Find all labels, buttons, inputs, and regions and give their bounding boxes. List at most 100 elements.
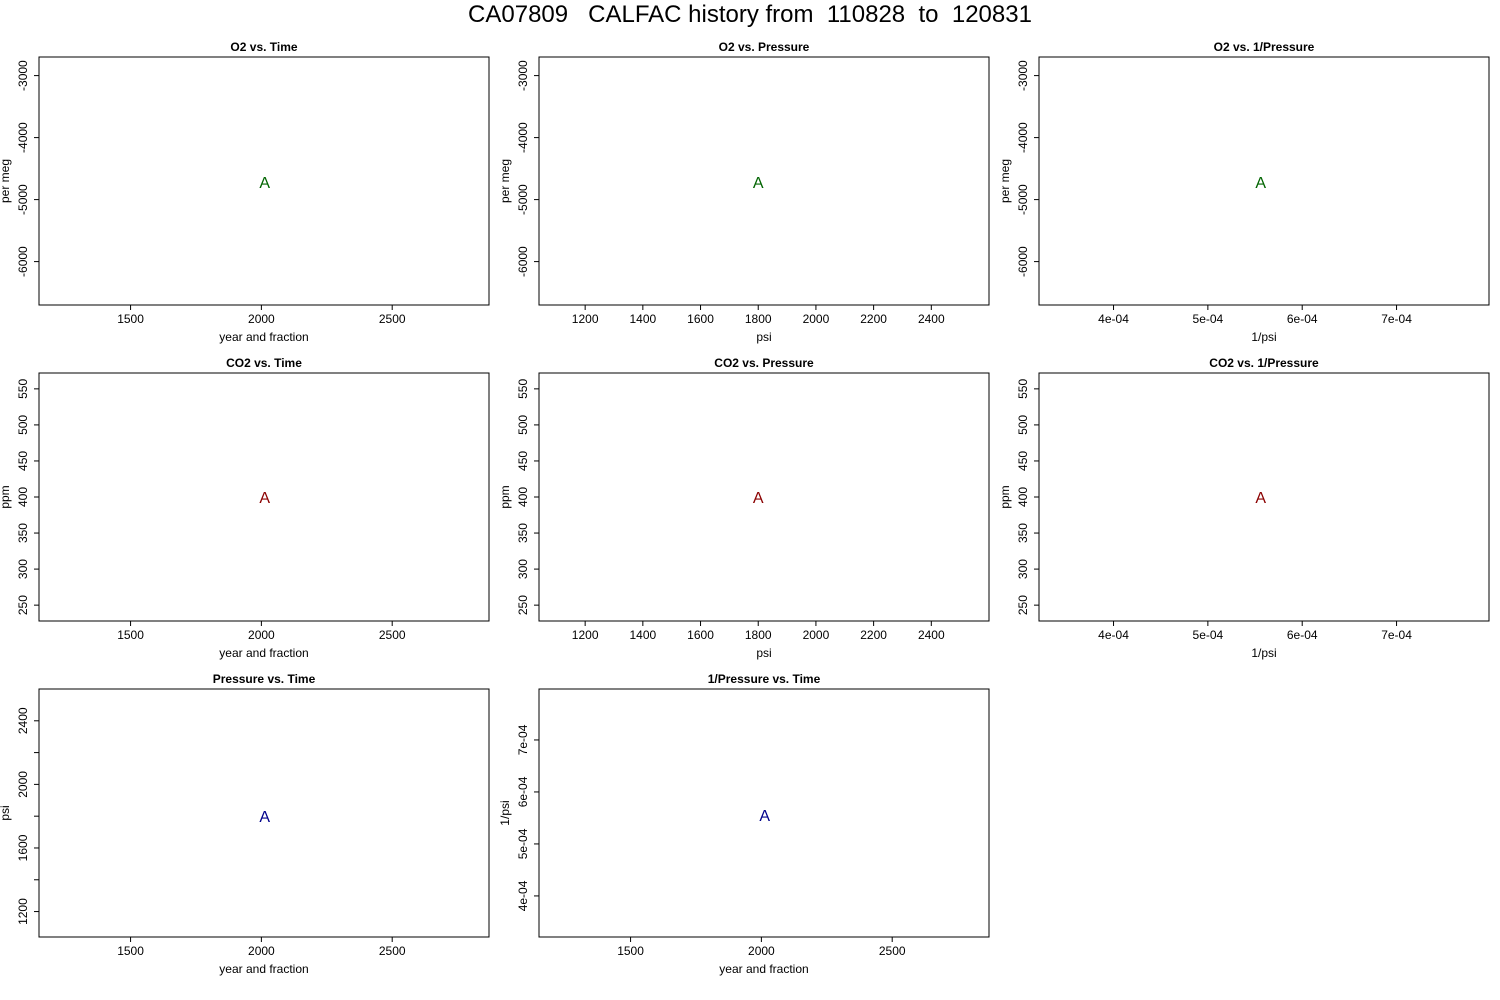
x-tick-label: 1600: [687, 628, 714, 642]
y-tick-label: -6000: [16, 246, 30, 277]
y-tick-label: 550: [16, 379, 30, 399]
y-tick-label: 500: [1016, 415, 1030, 435]
chart-title: O2 vs. Time: [230, 40, 297, 54]
x-tick-label: 2400: [918, 312, 945, 326]
y-tick-label: 350: [1016, 523, 1030, 543]
y-tick-label: 300: [1016, 559, 1030, 579]
x-tick-label: 2000: [248, 944, 275, 958]
y-tick-label: -5000: [16, 184, 30, 215]
x-tick-label: 2200: [860, 312, 887, 326]
x-tick-label: 1400: [629, 312, 656, 326]
y-tick-label: 4e-04: [516, 880, 530, 911]
x-tick-label: 7e-04: [1381, 628, 1412, 642]
chart-co2-vs-pressure: CO2 vs. Pressure 1200 1400 1600 1800 2000 2200…: [498, 356, 990, 660]
y-tick-label: -4000: [516, 122, 530, 153]
x-tick-label: 2500: [379, 944, 406, 958]
y-tick-label: 450: [516, 451, 530, 471]
chart-1-pressure-vs-time: 1/Pressure vs. Time 1500 2000 2500 year and …: [498, 672, 990, 976]
x-tick-label: 2000: [803, 628, 830, 642]
y-axis-label: per meg: [0, 159, 12, 203]
x-tick-label: 2500: [379, 312, 406, 326]
y-tick-label: 550: [516, 379, 530, 399]
y-axis-label: 1/psi: [498, 800, 512, 825]
chart-title: CO2 vs. Pressure: [714, 356, 814, 370]
x-tick-label: 6e-04: [1287, 312, 1318, 326]
x-tick-label: 1200: [572, 312, 599, 326]
x-tick-label: 1500: [117, 312, 144, 326]
y-tick-label: 2000: [16, 771, 30, 798]
y-tick-label: 400: [16, 487, 30, 507]
chart-title: CO2 vs. Time: [226, 356, 302, 370]
data-point: A: [1255, 175, 1266, 192]
x-axis-label: psi: [756, 646, 771, 660]
x-axis-label: 1/psi: [1251, 330, 1276, 344]
plot-frame: [38, 56, 490, 306]
x-tick-label: 2000: [803, 312, 830, 326]
y-tick-label: 350: [516, 523, 530, 543]
data-point: A: [259, 809, 270, 826]
plot-frame: [538, 688, 990, 938]
y-tick-label: 450: [16, 451, 30, 471]
x-tick-label: 2400: [918, 628, 945, 642]
x-tick-label: 1500: [117, 944, 144, 958]
y-tick-label: -4000: [1016, 122, 1030, 153]
y-tick-label: -5000: [516, 184, 530, 215]
plot-frame: [538, 56, 990, 306]
y-tick-label: 450: [1016, 451, 1030, 471]
y-tick-label: -6000: [516, 246, 530, 277]
x-tick-label: 1500: [617, 944, 644, 958]
x-tick-label: 4e-04: [1098, 312, 1129, 326]
y-tick-label: 1200: [16, 898, 30, 925]
y-tick-label: -3000: [516, 60, 530, 91]
y-tick-label: -4000: [16, 122, 30, 153]
y-axis-label: per meg: [498, 159, 512, 203]
x-tick-label: 1200: [572, 628, 599, 642]
x-tick-label: 1400: [629, 628, 656, 642]
data-point: A: [759, 808, 770, 825]
chart-o2-vs-1-pressure: O2 vs. 1/Pressure 4e-04 5e-04 6e-04 7e-04 1/p…: [998, 40, 1490, 344]
chart-co2-vs-time: CO2 vs. Time 1500 2000 2500 year and fractio…: [0, 356, 490, 660]
plot-frame: [38, 688, 490, 938]
y-tick-label: 7e-04: [516, 724, 530, 755]
y-axis-label: psi: [0, 805, 12, 820]
data-point: A: [753, 490, 764, 507]
y-tick-label: 5e-04: [516, 828, 530, 859]
y-tick-label: -3000: [1016, 60, 1030, 91]
chart-title: 1/Pressure vs. Time: [708, 672, 821, 686]
x-axis-label: year and fraction: [719, 962, 808, 976]
x-axis-label: year and fraction: [219, 962, 308, 976]
y-tick-label: 350: [16, 523, 30, 543]
chart-o2-vs-time: O2 vs. Time 1500 2000 2500 year and fraction…: [0, 40, 490, 344]
x-tick-label: 6e-04: [1287, 628, 1318, 642]
data-point: A: [753, 175, 764, 192]
y-tick-label: 2400: [16, 707, 30, 734]
x-tick-label: 7e-04: [1381, 312, 1412, 326]
y-axis-label: ppm: [0, 485, 12, 508]
y-tick-label: 1600: [16, 834, 30, 861]
y-tick-label: 250: [16, 595, 30, 615]
y-tick-label: 400: [1016, 487, 1030, 507]
y-tick-label: -6000: [1016, 246, 1030, 277]
x-tick-label: 1500: [117, 628, 144, 642]
x-tick-label: 2000: [748, 944, 775, 958]
y-axis-label: ppm: [998, 485, 1012, 508]
chart-title: CO2 vs. 1/Pressure: [1209, 356, 1319, 370]
data-point: A: [259, 175, 270, 192]
y-tick-label: 250: [516, 595, 530, 615]
plot-frame: [1038, 56, 1490, 306]
x-tick-label: 2000: [248, 312, 275, 326]
x-tick-label: 1600: [687, 312, 714, 326]
data-point: A: [1255, 490, 1266, 507]
x-axis-label: psi: [756, 330, 771, 344]
chart-pressure-vs-time: Pressure vs. Time 1500 2000 2500 year and fr…: [0, 672, 490, 976]
x-tick-label: 2500: [379, 628, 406, 642]
chart-co2-vs-1-pressure: CO2 vs. 1/Pressure 4e-04 5e-04 6e-04 7e-04 1/…: [998, 356, 1490, 660]
y-tick-label: 500: [16, 415, 30, 435]
y-tick-label: 550: [1016, 379, 1030, 399]
y-tick-label: 6e-04: [516, 776, 530, 807]
x-tick-label: 4e-04: [1098, 628, 1129, 642]
data-point: A: [259, 490, 270, 507]
y-tick-label: -5000: [1016, 184, 1030, 215]
y-tick-label: 400: [516, 487, 530, 507]
y-axis-label: ppm: [498, 485, 512, 508]
